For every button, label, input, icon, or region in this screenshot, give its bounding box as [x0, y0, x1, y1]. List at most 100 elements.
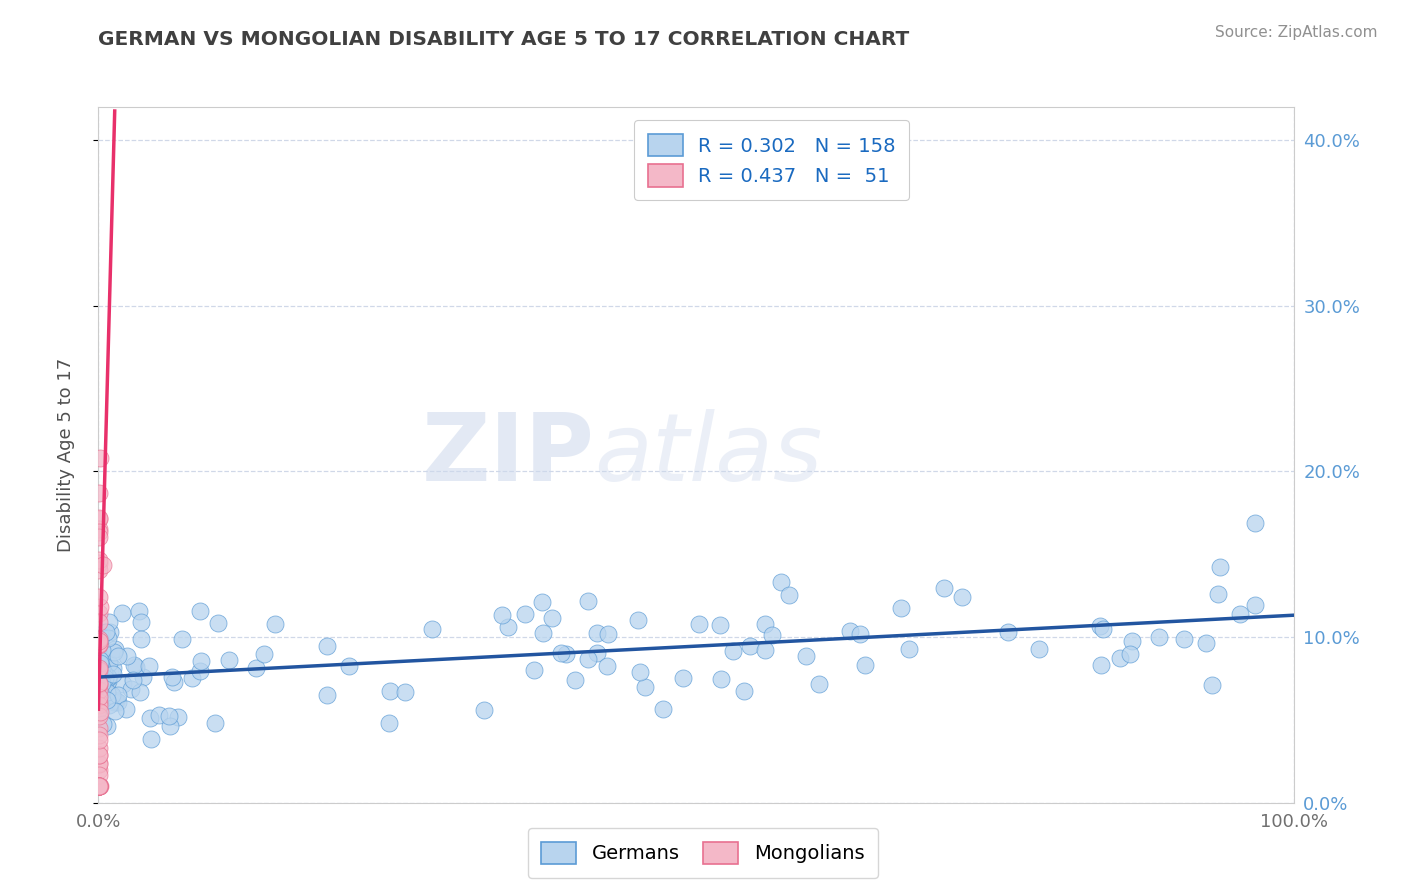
Point [1195, 636, 1218, 650]
Point [808, 677, 831, 691]
Point [90, 665, 112, 679]
Point [89, 779, 111, 793]
Point [1209, 560, 1232, 574]
Point [107, 694, 129, 708]
Point [93, 680, 115, 694]
Point [652, 702, 675, 716]
Point [87, 767, 110, 781]
Point [89, 670, 111, 684]
Point [89, 657, 111, 671]
Point [87, 709, 110, 723]
Point [87, 637, 110, 651]
Text: GERMAN VS MONGOLIAN DISABILITY AGE 5 TO 17 CORRELATION CHART: GERMAN VS MONGOLIAN DISABILITY AGE 5 TO … [98, 30, 910, 49]
Point [207, 616, 229, 631]
Point [129, 615, 152, 629]
Point [688, 616, 710, 631]
Point [87, 779, 110, 793]
Point [378, 684, 401, 698]
Point [87, 698, 110, 712]
Point [87, 552, 110, 566]
Point [513, 607, 536, 621]
Point [555, 647, 578, 661]
Point [139, 711, 162, 725]
Point [87, 512, 110, 526]
Point [87, 756, 110, 771]
Point [550, 646, 572, 660]
Point [671, 671, 693, 685]
Point [87, 779, 110, 793]
Point [253, 648, 276, 662]
Point [87, 638, 110, 652]
Point [87, 683, 110, 698]
Point [496, 620, 519, 634]
Point [190, 655, 212, 669]
Point [98, 615, 121, 629]
Point [523, 663, 546, 677]
Point [420, 622, 443, 636]
Point [163, 674, 186, 689]
Point [87, 676, 110, 690]
Point [204, 715, 226, 730]
Point [89, 450, 111, 465]
Point [104, 704, 127, 718]
Point [89, 600, 111, 615]
Point [188, 604, 211, 618]
Point [585, 625, 607, 640]
Point [97, 670, 120, 684]
Point [394, 685, 416, 699]
Point [761, 628, 783, 642]
Point [91, 659, 114, 673]
Point [87, 690, 110, 704]
Point [157, 708, 180, 723]
Point [91, 717, 114, 731]
Point [770, 575, 793, 590]
Point [531, 626, 554, 640]
Point [87, 779, 110, 793]
Point [89, 688, 111, 702]
Point [115, 702, 138, 716]
Point [472, 703, 495, 717]
Point [96, 719, 118, 733]
Point [1243, 598, 1265, 612]
Point [125, 660, 148, 674]
Point [188, 664, 211, 678]
Point [89, 664, 111, 678]
Point [89, 697, 111, 711]
Point [1119, 647, 1142, 661]
Point [89, 668, 111, 682]
Point [245, 661, 267, 675]
Point [1229, 607, 1251, 622]
Point [115, 649, 138, 664]
Point [97, 656, 120, 670]
Point [932, 581, 955, 595]
Point [754, 617, 776, 632]
Point [87, 748, 110, 763]
Point [180, 671, 202, 685]
Point [90, 643, 112, 657]
Point [576, 652, 599, 666]
Point [90, 675, 112, 690]
Point [129, 685, 152, 699]
Point [87, 779, 110, 793]
Point [1088, 619, 1111, 633]
Point [87, 511, 110, 525]
Point [89, 653, 111, 667]
Point [89, 701, 111, 715]
Point [107, 649, 129, 664]
Point [87, 556, 110, 570]
Point [1173, 632, 1195, 647]
Point [1201, 678, 1223, 692]
Point [89, 668, 111, 682]
Point [101, 661, 124, 675]
Point [87, 728, 110, 742]
Point [531, 594, 554, 608]
Point [103, 695, 125, 709]
Point [89, 694, 111, 708]
Point [104, 642, 127, 657]
Point [89, 756, 111, 771]
Point [87, 632, 110, 646]
Point [315, 639, 337, 653]
Point [87, 634, 110, 648]
Point [997, 624, 1019, 639]
Point [159, 719, 181, 733]
